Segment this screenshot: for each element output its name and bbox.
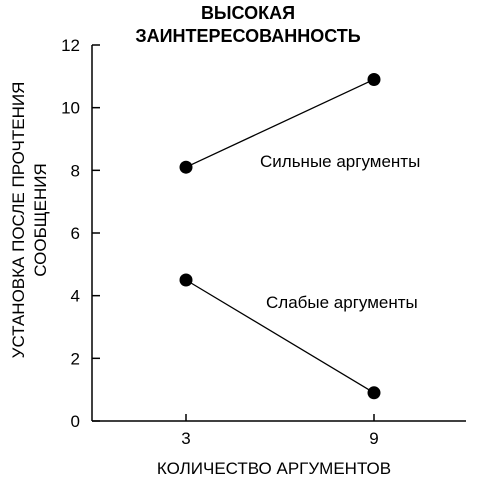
series-line (185, 78, 375, 168)
x-tick-label: 9 (369, 429, 378, 448)
y-axis-label-line-1: УСТАНОВКА ПОСЛЕ ПРОЧТЕНИЯ (9, 82, 28, 359)
y-axis-label: УСТАНОВКА ПОСЛЕ ПРОЧТЕНИЯ СООБЩЕНИЯ (9, 82, 50, 359)
y-axis-label-line-2: СООБЩЕНИЯ (31, 163, 50, 277)
y-tick-label: 0 (71, 412, 80, 431)
series-label: Сильные аргументы (260, 152, 420, 171)
y-tick-label: 4 (71, 287, 80, 306)
chart-title-line-2: ЗАИНТЕРЕСОВАННОСТЬ (135, 26, 360, 46)
data-point (179, 273, 193, 287)
y-ticks: 0 2 4 6 8 10 12 (61, 36, 100, 431)
chart-title-line-1: ВЫСОКАЯ (201, 3, 295, 23)
series-label: Слабые аргументы (266, 293, 418, 312)
data-point (367, 386, 381, 400)
x-axis-label: КОЛИЧЕСТВО АРГУМЕНТОВ (157, 459, 391, 478)
y-tick-label: 6 (71, 224, 80, 243)
data-point (367, 72, 381, 86)
y-tick-label: 2 (71, 349, 80, 368)
series-line (185, 279, 375, 394)
y-tick-label: 10 (61, 99, 80, 118)
data-point (179, 160, 193, 174)
x-tick-label: 3 (181, 429, 190, 448)
series-layer: Сильные аргументы Слабые аргументы (179, 72, 420, 400)
y-tick-label: 8 (71, 161, 80, 180)
y-tick-label: 12 (61, 36, 80, 55)
